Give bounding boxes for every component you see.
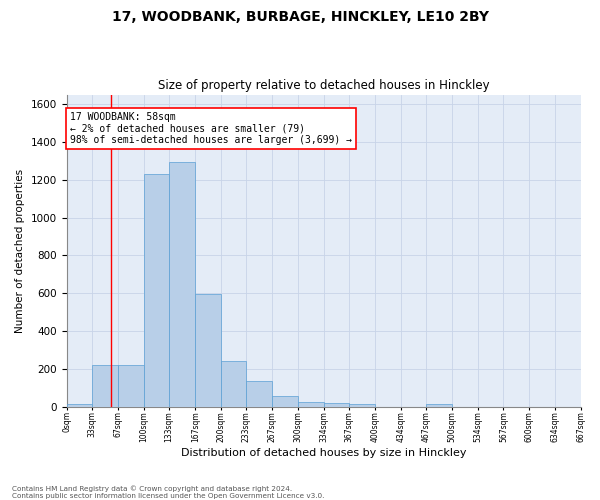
X-axis label: Distribution of detached houses by size in Hinckley: Distribution of detached houses by size …	[181, 448, 466, 458]
Bar	[221, 362, 246, 407]
Text: 17, WOODBANK, BURBAGE, HINCKLEY, LE10 2BY: 17, WOODBANK, BURBAGE, HINCKLEY, LE10 2B…	[112, 10, 488, 24]
Bar	[324, 402, 349, 407]
Text: 17 WOODBANK: 58sqm
← 2% of detached houses are smaller (79)
98% of semi-detached: 17 WOODBANK: 58sqm ← 2% of detached hous…	[70, 112, 352, 145]
Bar	[195, 294, 221, 407]
Text: Contains HM Land Registry data © Crown copyright and database right 2024.: Contains HM Land Registry data © Crown c…	[12, 486, 292, 492]
Title: Size of property relative to detached houses in Hinckley: Size of property relative to detached ho…	[158, 79, 490, 92]
Bar	[118, 366, 143, 407]
Bar	[92, 366, 118, 407]
Bar	[349, 404, 375, 407]
Bar	[272, 396, 298, 407]
Text: Contains public sector information licensed under the Open Government Licence v3: Contains public sector information licen…	[12, 493, 325, 499]
Y-axis label: Number of detached properties: Number of detached properties	[15, 168, 25, 333]
Bar	[143, 174, 169, 407]
Bar	[298, 402, 324, 407]
Bar	[169, 162, 195, 407]
Bar	[246, 381, 272, 407]
Bar	[67, 404, 92, 407]
Bar	[427, 404, 452, 407]
